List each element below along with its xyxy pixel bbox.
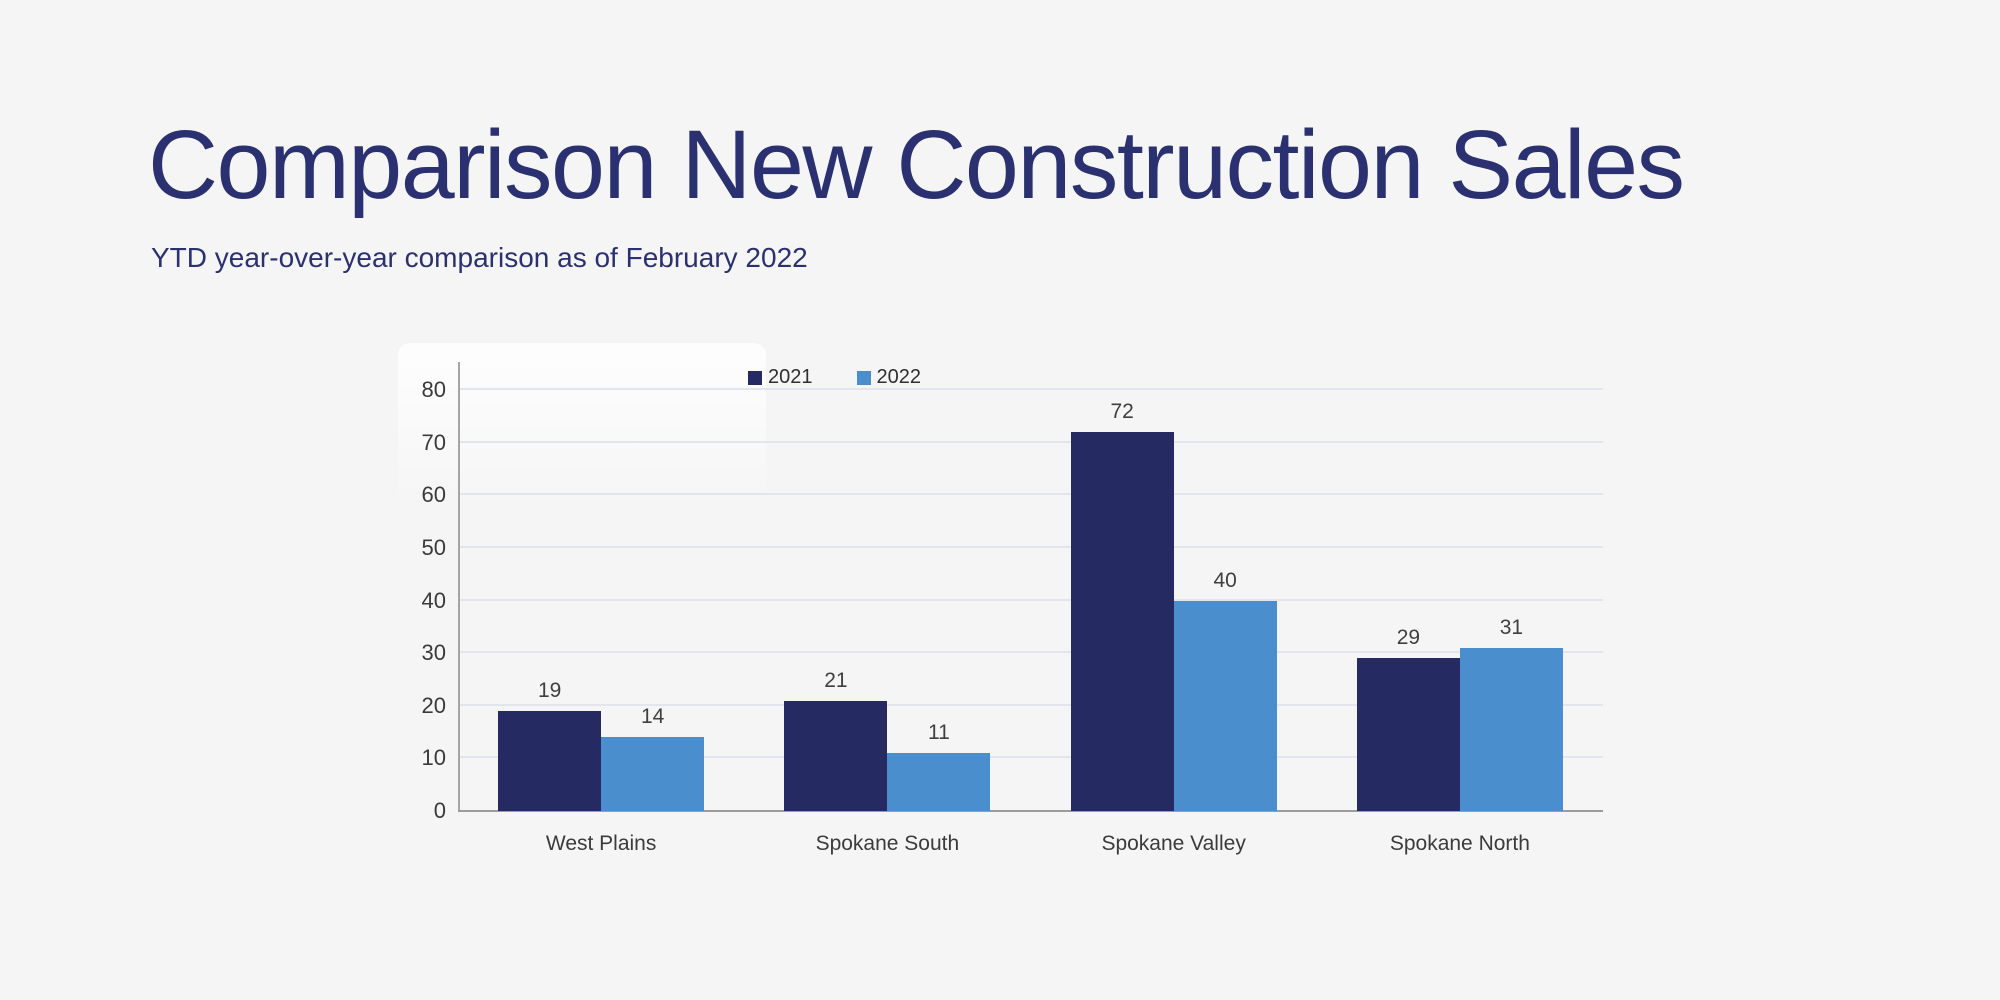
bar-2022-spokane-north: 31 (1459, 616, 1563, 811)
x-axis-label-west-plains: West Plains (545, 832, 657, 855)
y-tick-label-20: 20 (421, 692, 446, 718)
legend: 2021 2022 (748, 366, 921, 389)
bar-value-label: 21 (824, 668, 848, 692)
legend-item-2022: 2022 (856, 366, 922, 389)
bar-2021-spokane-valley: 72 (1070, 400, 1174, 811)
x-axis-label-spokane-north: Spokane North (1389, 832, 1530, 855)
legend-item-2021: 2021 (748, 366, 813, 389)
bar-2022-west-plains: 14 (601, 705, 705, 811)
bar-value-label: 31 (1499, 615, 1524, 639)
y-tick-label-60: 60 (421, 482, 446, 508)
bar-2022-spokane-south: 11 (887, 721, 991, 811)
y-tick-label-10: 10 (421, 745, 446, 771)
legend-swatch-icon (748, 370, 762, 385)
legend-label: 2021 (768, 366, 813, 388)
legend-swatch-icon (856, 370, 871, 385)
bar-value-label: 14 (640, 705, 665, 729)
bar-value-label: 19 (537, 679, 562, 703)
bar-2022-spokane-valley: 40 (1173, 569, 1277, 811)
y-tick-label-50: 50 (421, 534, 446, 560)
gridline-80 (458, 388, 1603, 390)
bar-group-west-plains: 19 14 (458, 362, 744, 811)
bar-group-spokane-south: 21 11 (744, 362, 1030, 811)
y-tick-label-0: 0 (433, 798, 446, 823)
bar-2021-west-plains: 19 (498, 679, 602, 811)
gridline-60 (458, 493, 1603, 496)
gridline-50 (458, 545, 1603, 548)
bar-group-spokane-valley: 72 40 (1031, 362, 1317, 811)
bar-group-spokane-north: 29 31 (1317, 362, 1603, 811)
y-axis-line (458, 362, 460, 811)
legend-label: 2022 (876, 366, 922, 388)
y-tick-label-70: 70 (421, 429, 446, 455)
plot-area: 19 14 21 11 72 40 29 31 (458, 362, 1603, 812)
bar-2021-spokane-south: 21 (784, 669, 888, 811)
x-axis-line (458, 810, 1603, 812)
bar-value-label: 29 (1396, 626, 1421, 650)
page-subtitle: YTD year-over-year comparison as of Febr… (151, 242, 808, 273)
y-tick-label-30: 30 (421, 640, 446, 666)
bar-value-label: 11 (927, 721, 950, 745)
gridline-70 (458, 440, 1603, 443)
gridline-10 (458, 756, 1603, 759)
gridline-30 (458, 651, 1603, 654)
gridline-40 (458, 598, 1603, 601)
bar-value-label: 72 (1110, 400, 1134, 424)
bar-value-label: 40 (1213, 568, 1237, 592)
y-tick-label-40: 40 (421, 587, 446, 613)
page-title: Comparison New Construction Sales (148, 110, 1685, 219)
x-axis-label-spokane-valley: Spokane Valley (1101, 832, 1246, 855)
x-axis-label-spokane-south: Spokane South (815, 832, 960, 855)
bar-2021-spokane-north: 29 (1356, 626, 1460, 811)
gridline-20 (458, 703, 1603, 706)
y-tick-label-80: 80 (421, 377, 446, 402)
